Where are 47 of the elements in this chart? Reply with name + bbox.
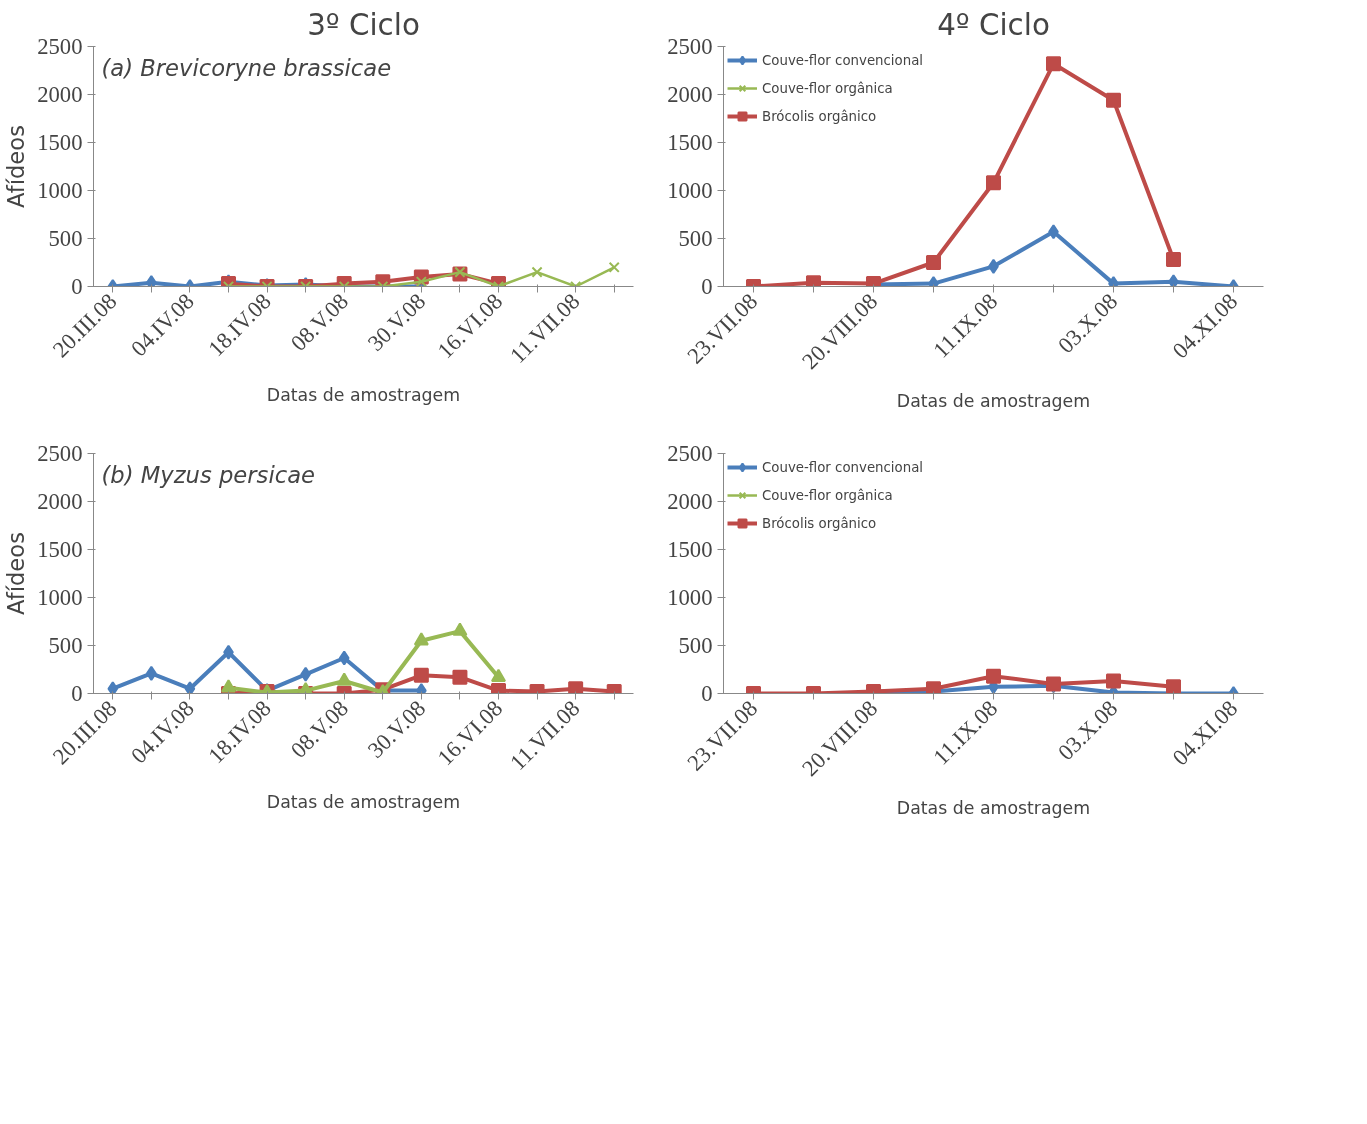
annotation: (b) Myzus persicae bbox=[101, 461, 315, 488]
y-tick-label: 2000 bbox=[37, 82, 83, 107]
y-tick-label: 1500 bbox=[37, 537, 83, 562]
point bbox=[1166, 252, 1181, 268]
y-tick-label: 2500 bbox=[37, 34, 83, 59]
legend-label: Brócolis orgânico bbox=[762, 515, 877, 531]
y-tick-label: 1000 bbox=[667, 585, 713, 610]
legend-label: Couve-flor convencional bbox=[762, 52, 924, 68]
x-axis-title: Datas de amostragem bbox=[896, 390, 1091, 411]
y-tick-label: 2500 bbox=[667, 34, 713, 59]
point bbox=[986, 175, 1001, 191]
point bbox=[1168, 274, 1179, 287]
y-tick-label: 0 bbox=[701, 274, 713, 299]
y-tick-label: 500 bbox=[48, 226, 83, 251]
point bbox=[926, 255, 941, 270]
y-tick-label: 500 bbox=[678, 226, 713, 251]
y-axis-title: Afídeos bbox=[3, 125, 30, 208]
y-tick-label: 2000 bbox=[667, 82, 713, 107]
y-tick-label: 1500 bbox=[37, 130, 83, 155]
y-tick-label: 1500 bbox=[667, 130, 713, 155]
y-tick-label: 0 bbox=[701, 681, 713, 706]
y-tick-label: 1500 bbox=[667, 537, 713, 562]
point bbox=[806, 275, 821, 287]
point bbox=[1046, 56, 1061, 72]
y-tick-label: 2000 bbox=[37, 489, 83, 514]
chart-title: 4º Ciclo bbox=[937, 7, 1050, 42]
y-tick-label: 0 bbox=[71, 274, 83, 299]
x-axis-title: Datas de amostragem bbox=[266, 791, 461, 812]
legend-label: Couve-flor convencional bbox=[762, 459, 924, 475]
y-tick-label: 2500 bbox=[667, 441, 713, 466]
point bbox=[1106, 92, 1121, 108]
y-tick-label: 1000 bbox=[37, 585, 83, 610]
x-axis-title: Datas de amostragem bbox=[896, 797, 1091, 818]
x-axis-title: Datas de amostragem bbox=[266, 384, 461, 405]
chart-title: 3º Ciclo bbox=[307, 7, 420, 42]
annotation: (a) Brevicoryne brassicae bbox=[101, 54, 392, 81]
y-tick-label: 1000 bbox=[667, 178, 713, 203]
legend-label: Couve-flor orgânica bbox=[762, 80, 893, 96]
legend-label: Brócolis orgânico bbox=[762, 108, 877, 124]
y-tick-label: 500 bbox=[48, 633, 83, 658]
y-tick-label: 0 bbox=[71, 681, 83, 706]
y-axis-title: Afídeos bbox=[3, 532, 30, 615]
y-tick-label: 2500 bbox=[37, 441, 83, 466]
y-tick-label: 1000 bbox=[37, 178, 83, 203]
y-tick-label: 500 bbox=[678, 633, 713, 658]
y-tick-label: 2000 bbox=[667, 489, 713, 514]
legend-label: Couve-flor orgânica bbox=[762, 487, 893, 503]
